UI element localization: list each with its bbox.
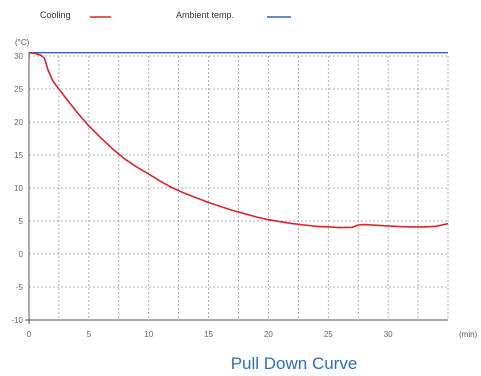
- tick-labels: 30 25 20 15 10 5 0 -5 -10 0 5 10 15 20 25 30: [11, 52, 393, 339]
- y-axis-unit: (°C): [15, 38, 30, 47]
- y-tick-label: 5: [19, 217, 24, 226]
- x-tick-label: 0: [27, 330, 32, 339]
- y-tick-label: 0: [19, 250, 24, 259]
- x-tick-label: 10: [144, 330, 153, 339]
- x-tick-label: 30: [384, 330, 393, 339]
- series-lines: [28, 51, 449, 229]
- y-tick-label: 20: [14, 118, 23, 127]
- x-axis-unit: (min): [459, 330, 478, 339]
- y-tick-label: 30: [14, 52, 23, 61]
- y-tick-label: 25: [14, 85, 23, 94]
- x-tick-label: 20: [264, 330, 273, 339]
- legend-label-cooling: Cooling: [40, 10, 71, 20]
- y-tick-label: 15: [14, 151, 23, 160]
- chart-title: Pull Down Curve: [231, 354, 358, 373]
- x-tick-label: 15: [204, 330, 213, 339]
- legend: Cooling Ambient temp.: [40, 10, 291, 20]
- axes: [25, 52, 448, 324]
- series-line-cooling: [28, 51, 449, 229]
- x-tick-label: 25: [324, 330, 333, 339]
- y-tick-label: 10: [14, 184, 23, 193]
- legend-label-ambient: Ambient temp.: [176, 10, 234, 20]
- grid: [28, 55, 449, 321]
- x-tick-label: 5: [87, 330, 92, 339]
- y-tick-label: -10: [11, 316, 23, 325]
- y-tick-label: -5: [16, 283, 24, 292]
